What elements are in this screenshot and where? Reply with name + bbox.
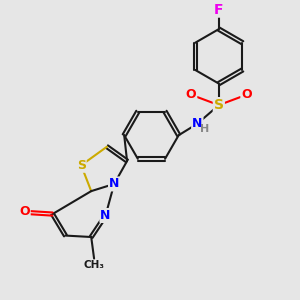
Text: S: S <box>77 159 86 172</box>
Text: F: F <box>214 3 224 16</box>
Text: N: N <box>192 117 202 130</box>
Text: O: O <box>241 88 252 101</box>
Text: H: H <box>200 124 210 134</box>
Text: N: N <box>100 209 111 222</box>
Text: O: O <box>19 205 30 218</box>
Text: CH₃: CH₃ <box>84 260 105 270</box>
Text: O: O <box>186 88 196 101</box>
Text: N: N <box>109 178 119 190</box>
Text: S: S <box>214 98 224 112</box>
